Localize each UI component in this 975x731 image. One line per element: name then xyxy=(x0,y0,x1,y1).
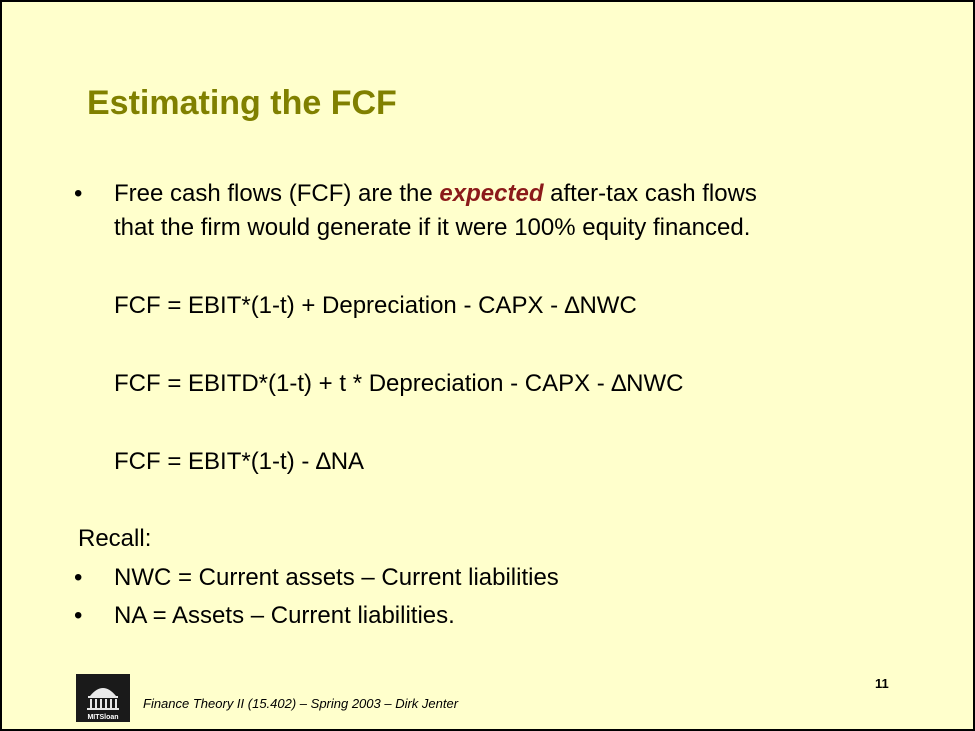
bullet-marker: • xyxy=(74,602,83,629)
recall-item-na: NA = Assets – Current liabilities. xyxy=(114,602,455,629)
intro-suffix: after-tax cash flows xyxy=(543,180,757,207)
mit-sloan-logo: MITSloan xyxy=(76,674,130,722)
bullet-marker: • xyxy=(74,180,83,207)
recall-item-nwc: NWC = Current assets – Current liabiliti… xyxy=(114,564,559,591)
dome-icon: MITSloan xyxy=(76,674,130,722)
page-number: 11 xyxy=(875,676,889,691)
intro-emphasis: expected xyxy=(439,180,544,207)
intro-line-2: that the firm would generate if it were … xyxy=(114,214,751,241)
formula-ebitd: FCF = EBITD*(1-t) + t * Depreciation - C… xyxy=(114,370,684,397)
slide-title: Estimating the FCF xyxy=(87,84,397,122)
intro-prefix: Free cash flows (FCF) are the xyxy=(114,180,440,207)
footer-text: Finance Theory II (15.402) – Spring 2003… xyxy=(143,696,459,711)
recall-label: Recall: xyxy=(78,525,152,552)
formula-na: FCF = EBIT*(1-t) - ∆NA xyxy=(114,448,365,475)
bullet-marker: • xyxy=(74,564,83,591)
logo-text: MITSloan xyxy=(87,714,118,721)
intro-line-1: Free cash flows (FCF) are the expected a… xyxy=(114,177,757,211)
formula-ebit: FCF = EBIT*(1-t) + Depreciation - CAPX -… xyxy=(114,292,637,319)
